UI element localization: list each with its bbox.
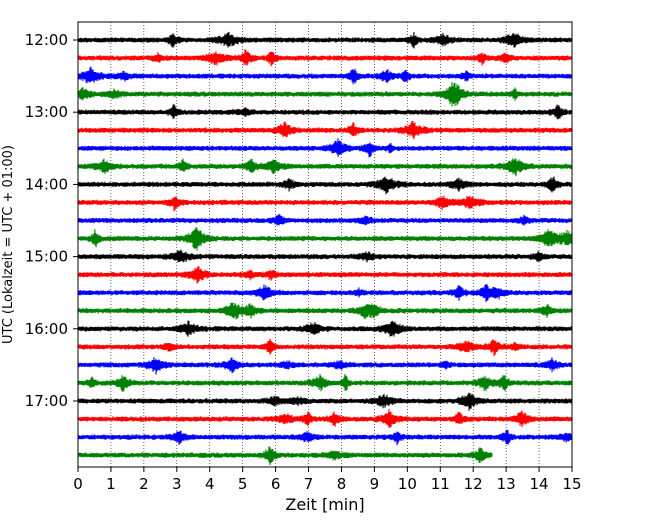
x-tick-label: 3 — [172, 475, 182, 493]
x-axis-ticks: 0 1 2 3 4 5 6 7 8 9 10 11 12 13 14 15 — [73, 467, 582, 493]
y-tick-label: 15:00 — [25, 248, 68, 266]
x-tick-label: 15 — [562, 475, 581, 493]
y-tick-label: 12:00 — [25, 31, 68, 49]
seismic-trace — [77, 446, 493, 466]
seismic-trace — [77, 66, 573, 85]
x-axis-label: Zeit [min] — [285, 495, 364, 514]
seismic-trace — [77, 392, 573, 411]
y-tick-label: 16:00 — [25, 320, 68, 338]
seismic-trace — [77, 373, 573, 393]
x-tick-label: 9 — [370, 475, 380, 493]
x-tick-label: 12 — [464, 475, 483, 493]
x-tick-label: 4 — [205, 475, 215, 493]
seismic-trace — [77, 213, 573, 226]
y-tick-label: 17:00 — [25, 392, 68, 410]
y-axis-ticks: 12:00 13:00 14:00 15:00 16:00 17:00 — [25, 31, 78, 410]
x-tick-label: 2 — [139, 475, 149, 493]
x-tick-label: 5 — [238, 475, 248, 493]
x-tick-label: 6 — [271, 475, 281, 493]
seismic-trace — [77, 249, 573, 263]
x-tick-label: 1 — [106, 475, 116, 493]
seismic-trace — [77, 429, 573, 446]
seismic-trace — [77, 31, 573, 49]
seismic-trace — [77, 176, 573, 195]
seismic-trace — [77, 227, 573, 251]
x-tick-label: 7 — [304, 475, 314, 493]
seismic-trace — [77, 266, 573, 284]
plot-frame — [77, 21, 573, 468]
y-tick-label: 14:00 — [25, 175, 68, 193]
seismic-trace — [77, 320, 573, 337]
x-tick-label: 8 — [337, 475, 347, 493]
y-tick-label: 13:00 — [25, 103, 68, 121]
trace-group — [77, 31, 573, 466]
seismic-trace — [77, 103, 573, 120]
grid-lines — [110, 22, 540, 467]
seismic-trace — [77, 120, 573, 140]
seismic-trace — [77, 302, 573, 320]
x-tick-label: 14 — [530, 475, 549, 493]
seismic-trace — [77, 138, 573, 158]
y-axis-label: UTC (Lokalzeit = UTC + 01:00) — [1, 145, 16, 344]
seismic-trace — [77, 284, 573, 303]
x-tick-label: 11 — [431, 475, 450, 493]
seismic-trace — [77, 408, 573, 428]
seismic-trace — [77, 338, 573, 357]
x-tick-label: 0 — [73, 475, 83, 493]
seismic-trace — [77, 49, 573, 67]
seismic-trace — [77, 81, 573, 107]
seismic-trace — [77, 357, 573, 375]
x-tick-label: 13 — [497, 475, 516, 493]
seismic-trace — [77, 195, 573, 212]
seismic-trace — [77, 158, 573, 177]
x-tick-label: 10 — [398, 475, 417, 493]
